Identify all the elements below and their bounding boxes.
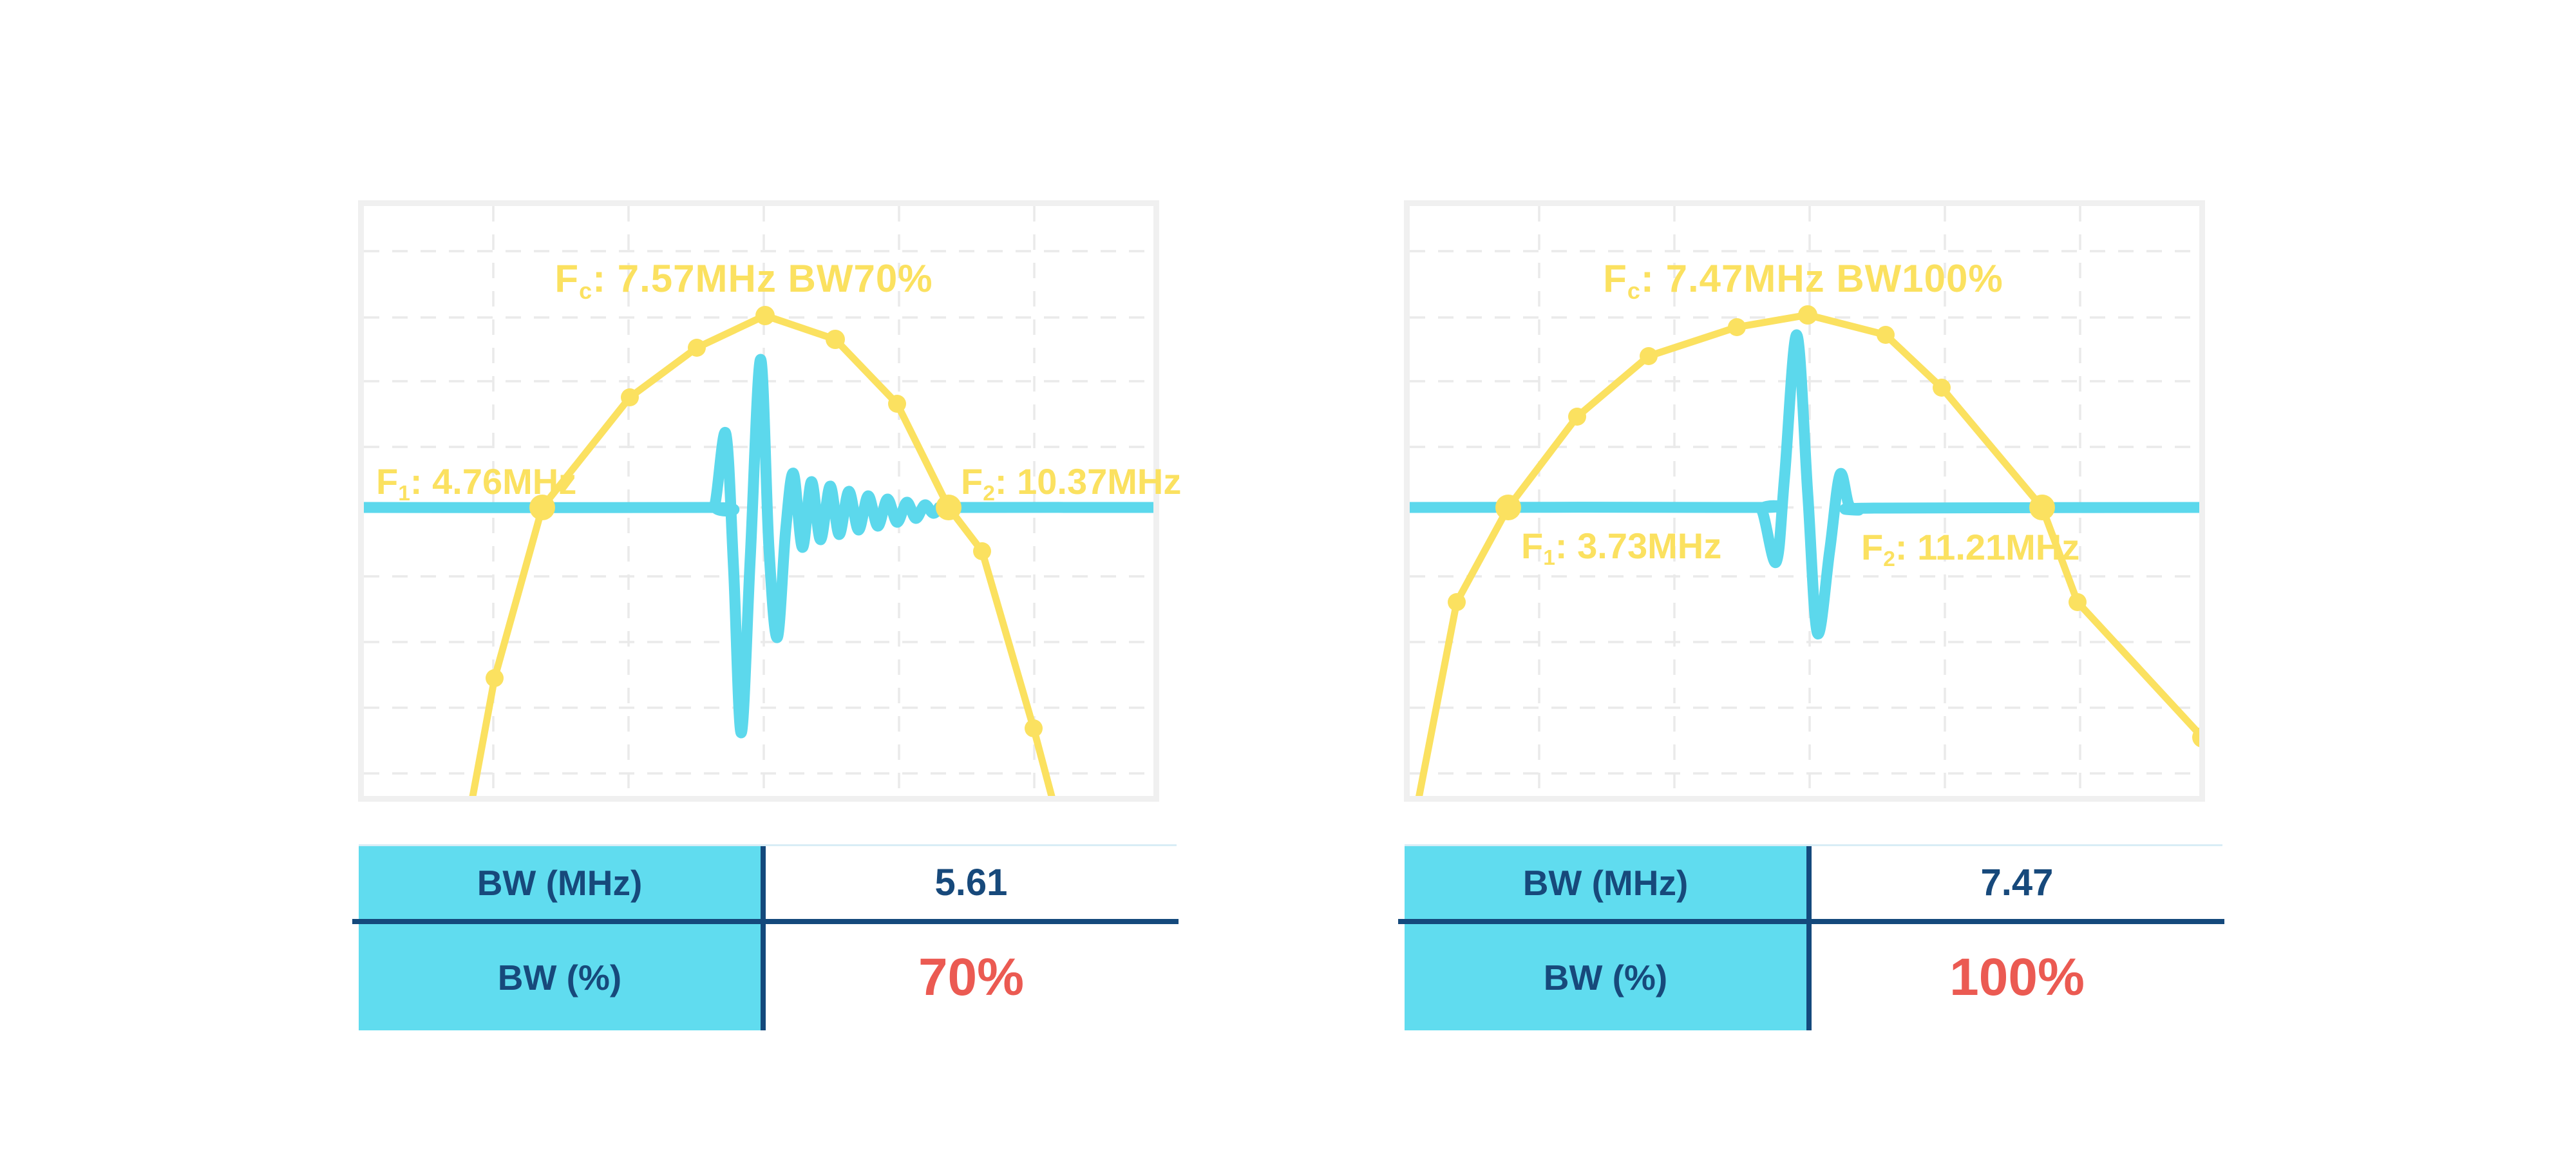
f2-symbol: F (961, 461, 983, 502)
f2-text: : 10.37MHz (994, 461, 1182, 502)
bw-pct-value: 100% (1812, 924, 2222, 1030)
table-column-divider (1806, 846, 1812, 1030)
bw-pct-header: BW (%) (1405, 924, 1806, 1030)
table-top-border (1405, 844, 2222, 847)
fc-text: : 7.47MHz BW100% (1640, 257, 2003, 300)
fc-annotation-left: Fc: 7.57MHz BW70% (554, 260, 933, 303)
f1-text: : 4.76MHz (410, 461, 577, 502)
f2-subscript: 2 (983, 482, 995, 506)
bw-mhz-header: BW (MHz) (359, 846, 761, 919)
f1-subscript: 1 (1543, 546, 1555, 571)
bw-mhz-value: 5.61 (766, 846, 1177, 919)
f1-symbol: F (376, 461, 399, 502)
f2-text: : 11.21MHz (1895, 527, 2080, 567)
f2-subscript: 2 (1883, 547, 1895, 572)
chart-panel-right (1404, 200, 2205, 802)
bw-pct-value: 70% (766, 924, 1177, 1030)
fc-annotation-right: Fc: 7.47MHz BW100% (1603, 260, 2003, 303)
spectrum-plot-left (358, 200, 1159, 802)
table-row-divider (352, 919, 1179, 924)
table-row-divider (1398, 919, 2224, 924)
fc-subscript: c (1627, 277, 1641, 304)
f1-text: : 3.73MHz (1555, 525, 1722, 566)
f1-symbol: F (1521, 525, 1544, 566)
bw-pct-header: BW (%) (359, 924, 761, 1030)
fc-symbol: F (554, 257, 580, 300)
chart-panel-left (358, 200, 1159, 802)
f1-annotation-left: F1: 4.76MHz (376, 464, 576, 505)
f2-annotation-right: F2: 11.21MHz (1861, 529, 2079, 571)
bw-mhz-header: BW (MHz) (1405, 846, 1806, 919)
fc-symbol: F (1603, 257, 1627, 300)
fc-subscript: c (579, 277, 593, 304)
f1-subscript: 1 (398, 482, 410, 506)
f2-symbol: F (1861, 527, 1884, 567)
fc-text: : 7.57MHz BW70% (592, 257, 933, 300)
table-column-divider (761, 846, 766, 1030)
table-top-border (359, 844, 1177, 847)
f2-annotation-left: F2: 10.37MHz (961, 464, 1181, 505)
f1-annotation-right: F1: 3.73MHz (1521, 528, 1721, 569)
spectrum-plot-right (1404, 200, 2205, 802)
bw-mhz-value: 7.47 (1812, 846, 2222, 919)
